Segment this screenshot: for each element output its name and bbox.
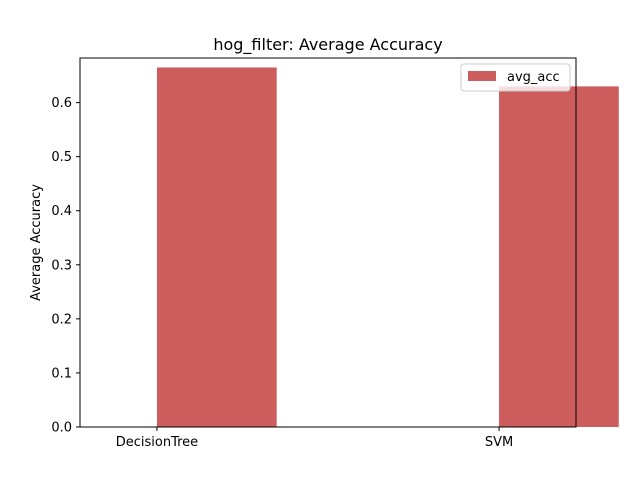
y-axis-label: Average Accuracy: [29, 184, 44, 301]
y-axis-ticks: 0.0 0.1 0.2 0.3 0.4 0.5 0.6: [51, 96, 80, 436]
y-tick-label: 0.6: [51, 96, 72, 111]
x-tick-label: SVM: [485, 435, 513, 450]
legend: avg_acc: [460, 63, 571, 92]
y-tick-label: 0.3: [51, 258, 72, 273]
bars-group: [156, 67, 619, 427]
bar-svm: [499, 86, 619, 427]
x-axis-ticks: DecisionTree SVM: [116, 427, 513, 450]
chart-title: hog_filter: Average Accuracy: [213, 35, 442, 55]
x-tick-label: DecisionTree: [116, 435, 198, 450]
y-tick-label: 0.1: [51, 366, 72, 381]
y-tick-label: 0.4: [51, 204, 72, 219]
legend-label-avg-acc: avg_acc: [507, 70, 560, 85]
legend-box: [460, 63, 571, 92]
bar-decisiontree: [156, 67, 277, 427]
y-tick-label: 0.0: [51, 421, 72, 436]
y-tick-label: 0.2: [51, 312, 72, 327]
legend-swatch-avg-acc: [468, 71, 496, 81]
y-tick-label: 0.5: [51, 150, 72, 165]
axes-frame: [79, 57, 577, 428]
